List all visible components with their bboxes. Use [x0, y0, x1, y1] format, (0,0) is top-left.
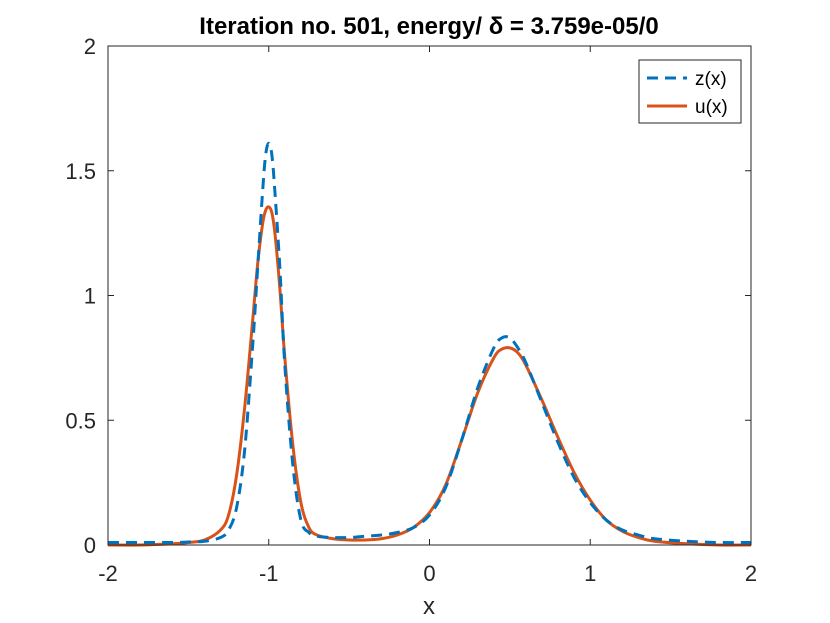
plot-area [108, 46, 751, 545]
y-tick-label: 0 [84, 533, 96, 558]
x-tick-label: -1 [259, 561, 279, 586]
x-axis-label: x [423, 593, 435, 620]
y-tick-label: 0.5 [65, 408, 96, 433]
x-tick-label: 0 [423, 561, 435, 586]
legend: z(x) u(x) [638, 59, 742, 124]
legend-box [638, 59, 742, 124]
legend-label: u(x) [695, 97, 728, 118]
y-tick-label: 2 [84, 34, 96, 59]
chart-title: Iteration no. 501, energy/ δ = 3.759e-05… [199, 13, 658, 40]
y-tick-label: 1.5 [65, 159, 96, 184]
x-tick-label: 1 [584, 561, 596, 586]
tick-layer: -2 -1 0 1 2 0 0.5 1 1.5 2 [65, 34, 757, 586]
series-line-u-x [107, 205, 752, 547]
series-layer [107, 141, 752, 547]
y-tick-label: 1 [84, 284, 96, 309]
x-tick-label: 2 [745, 561, 757, 586]
legend-label: z(x) [695, 69, 727, 90]
x-tick-label: -2 [98, 561, 118, 586]
series-line-z-x [108, 141, 752, 545]
